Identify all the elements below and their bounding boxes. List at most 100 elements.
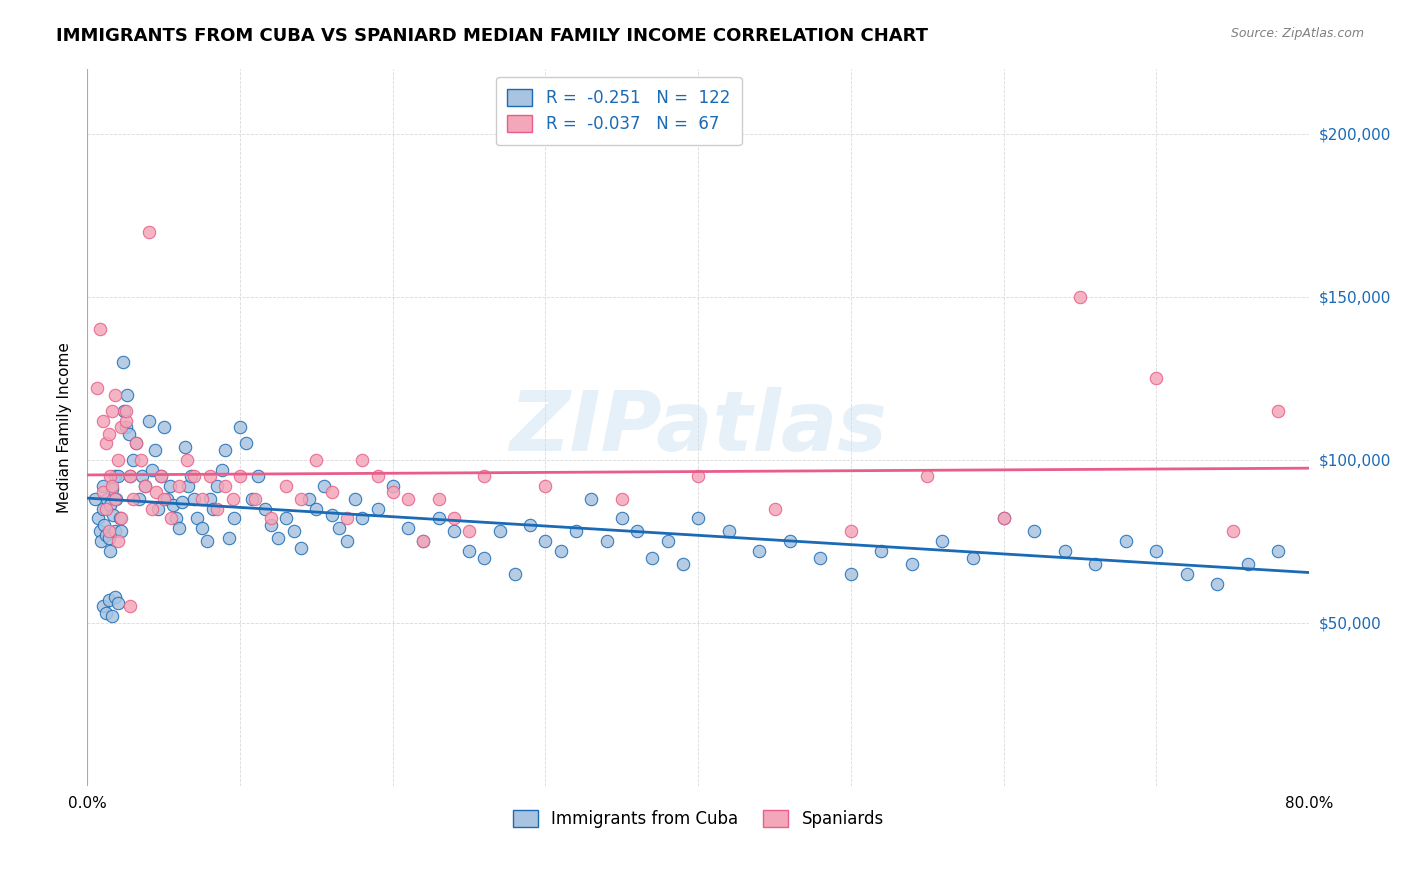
- Point: [107, 596, 129, 610]
- Point: [89, 322, 111, 336]
- Point: [412, 534, 434, 549]
- Point: [110, 524, 132, 539]
- Point: [1267, 544, 1289, 558]
- Point: [159, 479, 181, 493]
- Point: [314, 479, 336, 493]
- Point: [152, 491, 174, 506]
- Point: [94, 527, 117, 541]
- Point: [763, 501, 786, 516]
- Point: [672, 557, 695, 571]
- Point: [115, 387, 138, 401]
- Y-axis label: Median Family Income: Median Family Income: [58, 342, 72, 513]
- Point: [134, 479, 156, 493]
- Point: [343, 491, 366, 506]
- Point: [381, 479, 404, 493]
- Point: [186, 511, 208, 525]
- Point: [125, 436, 148, 450]
- Point: [87, 511, 110, 525]
- Point: [474, 469, 496, 483]
- Point: [352, 511, 374, 525]
- Point: [198, 491, 221, 506]
- Point: [396, 521, 419, 535]
- Point: [688, 511, 710, 525]
- Point: [305, 452, 328, 467]
- Point: [474, 550, 496, 565]
- Point: [120, 469, 142, 483]
- Point: [104, 590, 127, 604]
- Point: [156, 491, 179, 506]
- Legend: Immigrants from Cuba, Spaniards: Immigrants from Cuba, Spaniards: [506, 804, 890, 835]
- Point: [91, 501, 114, 516]
- Point: [274, 511, 297, 525]
- Point: [94, 436, 117, 450]
- Point: [321, 485, 343, 500]
- Point: [245, 491, 267, 506]
- Point: [177, 479, 200, 493]
- Point: [550, 544, 572, 558]
- Point: [111, 355, 134, 369]
- Point: [443, 511, 465, 525]
- Point: [165, 511, 187, 525]
- Point: [610, 491, 633, 506]
- Text: Source: ZipAtlas.com: Source: ZipAtlas.com: [1230, 27, 1364, 40]
- Point: [183, 491, 205, 506]
- Point: [839, 566, 862, 581]
- Point: [352, 452, 374, 467]
- Point: [253, 501, 276, 516]
- Point: [214, 479, 236, 493]
- Point: [717, 524, 740, 539]
- Point: [176, 452, 198, 467]
- Point: [96, 491, 118, 506]
- Point: [839, 524, 862, 539]
- Point: [138, 225, 160, 239]
- Point: [993, 511, 1015, 525]
- Point: [915, 469, 938, 483]
- Point: [260, 511, 283, 525]
- Point: [145, 485, 167, 500]
- Text: IMMIGRANTS FROM CUBA VS SPANIARD MEDIAN FAMILY INCOME CORRELATION CHART: IMMIGRANTS FROM CUBA VS SPANIARD MEDIAN …: [56, 27, 928, 45]
- Point: [290, 541, 312, 555]
- Point: [626, 524, 648, 539]
- Point: [108, 511, 131, 525]
- Point: [305, 501, 328, 516]
- Point: [367, 501, 389, 516]
- Point: [131, 469, 153, 483]
- Point: [222, 511, 245, 525]
- Point: [1237, 557, 1260, 571]
- Point: [1144, 371, 1167, 385]
- Point: [207, 479, 229, 493]
- Point: [267, 531, 290, 545]
- Point: [143, 442, 166, 457]
- Point: [134, 479, 156, 493]
- Point: [107, 469, 129, 483]
- Point: [1022, 524, 1045, 539]
- Point: [412, 534, 434, 549]
- Point: [1053, 544, 1076, 558]
- Point: [901, 557, 924, 571]
- Point: [1175, 566, 1198, 581]
- Point: [104, 469, 127, 483]
- Point: [779, 534, 801, 549]
- Point: [104, 524, 127, 539]
- Point: [214, 442, 236, 457]
- Point: [101, 482, 124, 496]
- Point: [141, 462, 163, 476]
- Point: [290, 491, 312, 506]
- Point: [98, 469, 121, 483]
- Point: [336, 511, 359, 525]
- Point: [321, 508, 343, 523]
- Point: [86, 381, 108, 395]
- Point: [91, 599, 114, 614]
- Point: [336, 534, 359, 549]
- Point: [198, 469, 221, 483]
- Point: [118, 426, 141, 441]
- Point: [235, 436, 257, 450]
- Point: [101, 404, 124, 418]
- Point: [534, 534, 557, 549]
- Point: [221, 491, 243, 506]
- Point: [298, 491, 321, 506]
- Point: [160, 511, 183, 525]
- Point: [167, 479, 190, 493]
- Point: [120, 469, 142, 483]
- Point: [93, 518, 115, 533]
